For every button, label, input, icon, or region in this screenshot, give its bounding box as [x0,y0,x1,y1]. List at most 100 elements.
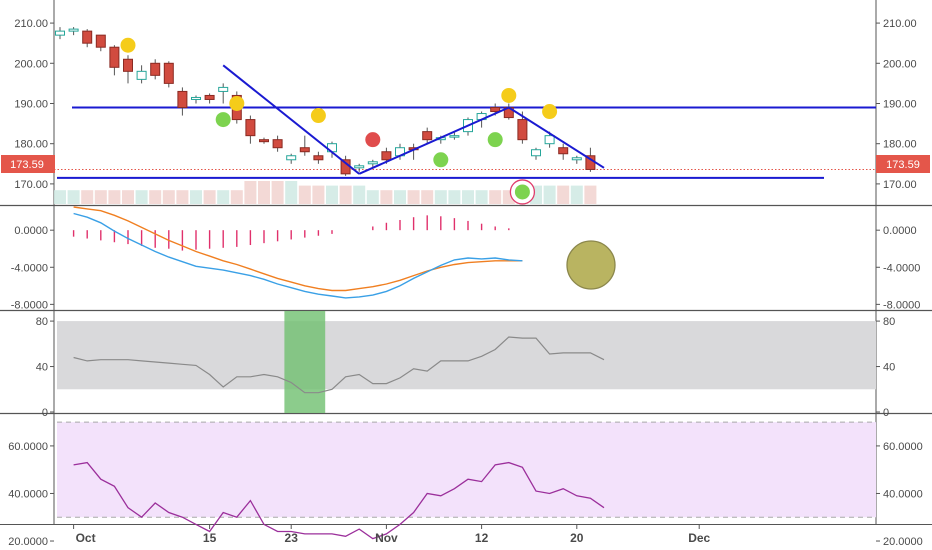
olive-highlight-circle [566,240,616,290]
price-y-tick-label-right: 180.00 [883,139,917,151]
candle-down [313,155,324,161]
yellow-signal-marker [542,104,558,120]
candlestick [313,151,324,164]
rsi-y-tick-label-left: 20.0000 [8,536,48,548]
volume-bar [326,185,338,204]
volume-bar [271,181,284,204]
stochastic-band [57,321,876,390]
stochastic-y-tick-label-left: 40 [36,362,48,374]
green-signal-marker [433,152,449,168]
candlestick [449,131,460,140]
candle-down [490,107,501,113]
candlestick [531,147,541,160]
candle-down [245,119,256,137]
macd-y-tick-label-left: -4.0000 [11,262,48,274]
macd-y-tick-label-left: -8.0000 [11,299,48,311]
candle-down [517,119,528,141]
x-tick-label: Oct [76,531,96,545]
candlestick [422,127,433,144]
volume-bar [122,190,134,204]
last-price-box-left [1,155,55,173]
yellow-signal-marker [229,95,245,111]
stochastic-line [73,336,605,394]
candle-up [571,157,582,161]
volume-bar [584,185,597,204]
candle-down [123,58,133,72]
yellow-signal-marker [120,37,136,53]
candle-up [286,155,297,161]
highlight-zone [284,311,326,413]
candlestick [272,135,283,152]
stochastic-y-tick-label-right: 40 [883,362,895,374]
price-y-tick-label-left: 190.00 [14,98,48,110]
trendline [358,106,510,175]
candlestick [55,27,65,40]
rsi-line [73,461,605,540]
candle-down [95,34,106,48]
candle-down [204,94,215,100]
candle-down [177,90,188,109]
volume-bar [407,190,420,204]
rsi-band [57,422,876,518]
volume-bar [489,190,502,204]
candle-up [354,165,365,169]
x-tick-label: 12 [475,531,489,545]
price-y-tick-label-left: 170.00 [14,179,48,191]
candlestick [177,87,188,116]
volume-bar [475,190,488,204]
volume-bar [258,181,270,204]
volume-bar [285,181,298,204]
candle-down [259,139,269,143]
macd-y-tick-label-right: 0.0000 [883,225,917,237]
candle-up [544,135,555,145]
volume-bar [94,190,107,204]
candlestick [82,29,93,48]
candle-up [55,30,65,36]
volume-bar [298,185,311,204]
candlestick [191,95,201,104]
candle-down [82,30,93,44]
volume-bar [557,185,570,204]
rsi-y-tick-label-right: 60.0000 [883,441,923,453]
candle-up [531,149,541,157]
volume-bar [380,190,393,204]
candle-up [136,70,147,80]
green-signal-marker [215,112,231,128]
volume-bar [462,190,474,204]
candle-up [449,135,460,138]
volume-bar [108,190,121,204]
candlestick [68,27,79,36]
candle-up [218,86,229,92]
volume-bar [54,190,66,204]
volume-bar [421,190,434,204]
yellow-signal-marker [501,87,517,103]
last-price-box-right [876,155,930,173]
candle-down [150,62,161,76]
volume-bar [190,190,202,204]
volume-bar [149,190,162,204]
candle-down [163,62,174,84]
last-price-text-right: 173.59 [886,159,920,171]
red-signal-marker [365,132,381,148]
candlestick [367,159,378,168]
candlestick [571,155,582,164]
price-y-tick-label-left: 210.00 [14,18,48,30]
stochastic-y-tick-label-left: 0 [42,407,48,419]
candlestick [123,55,133,84]
rsi-y-tick-label-left: 40.0000 [8,488,48,500]
candle-up [68,28,79,32]
candlestick [109,45,120,76]
volume-bar [434,190,447,204]
volume-bar [217,190,230,204]
volume-bar [81,190,94,204]
stochastic-y-tick-label-right: 80 [883,316,895,328]
candlestick [286,153,297,164]
volume-bar [230,190,243,204]
trendline [508,106,605,169]
stochastic-y-tick-label-right: 0 [883,407,889,419]
x-tick-label: 15 [203,531,217,545]
candle-up [367,161,378,165]
candle-down [558,147,569,155]
rsi-y-tick-label-left: 60.0000 [8,441,48,453]
